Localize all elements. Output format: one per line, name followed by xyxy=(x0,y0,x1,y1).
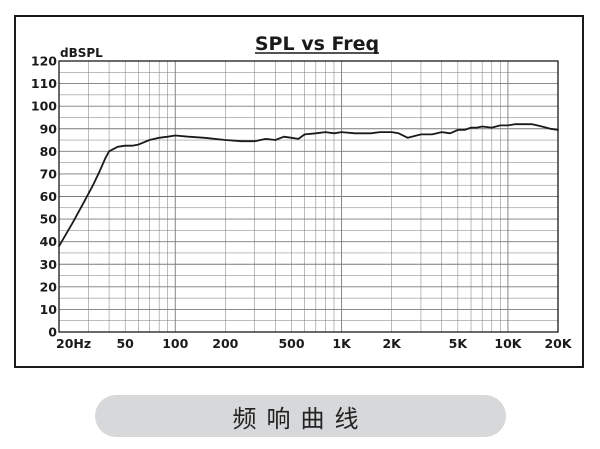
y-tick-label: 100 xyxy=(31,99,57,114)
x-tick-label: 100 xyxy=(162,336,188,351)
x-tick-label: 20K xyxy=(544,336,572,351)
y-tick-label: 60 xyxy=(40,189,58,204)
x-tick-label: 10K xyxy=(494,336,522,351)
y-tick-label: 110 xyxy=(31,76,57,91)
curve-layer xyxy=(58,123,559,248)
y-tick-label: 10 xyxy=(40,302,58,317)
x-axis-ticks: 20Hz 50 100 200 500 1K 2K 5K 10K 20K xyxy=(56,336,573,351)
y-tick-label: 80 xyxy=(40,144,58,159)
spl-frequency-chart: SPL vs Freq dBSPL 0 10 20 30 40 50 60 70 80 90 100… xyxy=(31,33,573,351)
y-tick-label: 40 xyxy=(40,234,58,249)
y-tick-label: 70 xyxy=(40,166,58,181)
y-tick-label: 20 xyxy=(40,279,58,294)
x-tick-label: 50 xyxy=(116,336,134,351)
y-tick-label: 0 xyxy=(48,325,57,340)
x-tick-label: 1K xyxy=(332,336,352,351)
y-axis-ticks: 0 10 20 30 40 50 60 70 80 90 100 110 120 xyxy=(31,54,57,340)
caption-text: 频响曲线 xyxy=(232,404,369,433)
y-axis-unit-label: dBSPL xyxy=(60,46,103,60)
x-tick-label: 2K xyxy=(382,336,402,351)
chart-title: SPL vs Freq xyxy=(255,33,379,55)
y-tick-label: 90 xyxy=(40,121,58,136)
chart-frame: SPL vs Freq dBSPL 0 10 20 30 40 50 60 70 80 90 100… xyxy=(14,15,584,368)
grid-lines xyxy=(58,60,559,333)
y-tick-label: 50 xyxy=(40,212,58,227)
x-tick-label: 500 xyxy=(278,336,304,351)
x-tick-label: 20Hz xyxy=(56,336,91,351)
y-tick-label: 30 xyxy=(40,257,58,272)
x-tick-label: 5K xyxy=(449,336,469,351)
x-tick-label: 200 xyxy=(212,336,238,351)
plot-area-border xyxy=(58,60,559,333)
spl-curve-line xyxy=(58,123,559,248)
y-tick-label: 120 xyxy=(31,54,57,69)
caption-banner: 频响曲线 xyxy=(95,395,506,437)
